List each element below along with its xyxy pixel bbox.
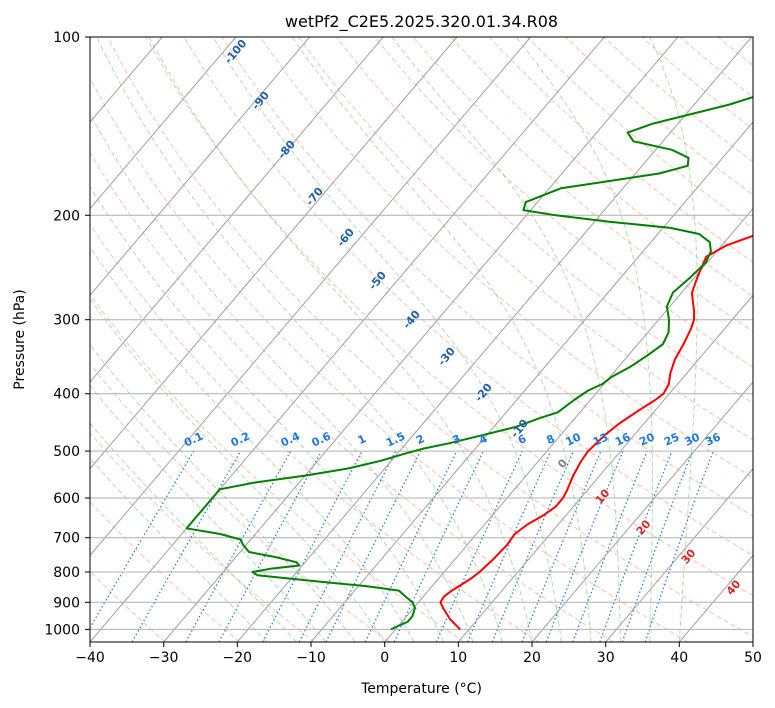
- y-tick-label: 200: [53, 208, 80, 224]
- y-tick-label: 600: [53, 491, 80, 507]
- isotherm-line: [457, 294, 753, 642]
- isotherm-line: [90, 37, 384, 383]
- isotherm-line: [90, 37, 310, 297]
- dry-adiabat-line: [526, 37, 753, 229]
- mixing-ratio-label: 13: [591, 430, 610, 448]
- dry-adiabat-line: [259, 37, 753, 479]
- y-tick-label: 800: [53, 565, 80, 581]
- mixing-ratio-label: 36: [703, 430, 723, 448]
- moist-adiabat-line: [90, 343, 356, 642]
- moist-adiabat-line: [90, 298, 386, 642]
- mixing-ratio-line: [185, 450, 292, 642]
- y-tick-label: 100: [53, 30, 80, 46]
- moist-adiabat-line: [649, 37, 698, 642]
- isotherm-line: [384, 207, 753, 642]
- x-tick-label: −40: [75, 650, 105, 666]
- dry-adiabat-line: [183, 37, 753, 557]
- chart-title: wetPf2_C2E5.2025.320.01.34.R08: [285, 12, 558, 32]
- isotherms: [90, 37, 753, 642]
- moist-adiabat-line: [391, 37, 621, 642]
- mixing-ratio-label: 30: [683, 430, 703, 448]
- dry-adiabat-line: [90, 77, 689, 642]
- y-tick-label: 300: [53, 313, 80, 329]
- x-tick-label: 10: [449, 650, 467, 666]
- dry-adiabat-line: [90, 501, 241, 642]
- isotherm-line: [236, 37, 752, 642]
- mixing-ratio-label: 16: [613, 430, 633, 448]
- dry-adiabat-line: [90, 432, 316, 642]
- moist-adiabat-line: [212, 37, 562, 642]
- plot-frame: [89, 36, 754, 643]
- isotherm-line: [90, 37, 605, 642]
- moist-adiabat-line: [90, 457, 268, 642]
- dry-adiabat-line: [602, 37, 753, 163]
- mixing-ratio-line: [644, 450, 714, 642]
- mixing-ratio-line: [393, 450, 484, 642]
- axes: −40 −30 −20 −10 0 10 20 30 40 50 100 200 300 400 500 60…: [44, 30, 762, 666]
- pressure-gridlines: [90, 37, 753, 630]
- isotherm-line: [752, 641, 753, 642]
- dry-adiabat-line: [488, 37, 753, 263]
- moist-adiabat-line: [515, 37, 653, 642]
- dry-adiabat-line: [564, 37, 753, 196]
- isotherm-line: [90, 37, 458, 470]
- x-tick-label: 0: [380, 650, 389, 666]
- y-tick-label: 400: [53, 387, 80, 403]
- x-tick-label: 20: [523, 650, 541, 666]
- dry-adiabat-line: [412, 37, 753, 333]
- mixing-ratio-line: [491, 450, 575, 642]
- mixing-ratio-line: [325, 450, 422, 642]
- moist-adiabat-line: [90, 185, 445, 642]
- x-tick-label: −20: [223, 650, 253, 666]
- mixing-ratio-label: 20: [637, 430, 657, 448]
- isotherm-line: [163, 37, 679, 642]
- isotherm-line: [531, 381, 753, 642]
- isotherm-line: [605, 467, 753, 642]
- mixing-ratio-line: [131, 450, 242, 642]
- dewpoint-profile-line: [185, 95, 753, 631]
- profile-series: [185, 95, 753, 631]
- mixing-ratio-line: [466, 450, 552, 642]
- y-tick-label: 900: [53, 595, 80, 611]
- dry-adiabat-line: [90, 151, 614, 642]
- y-tick-label: 500: [53, 444, 80, 460]
- mixing-ratio-line: [90, 450, 195, 630]
- x-tick-label: −10: [296, 650, 326, 666]
- mixing-ratio-line: [218, 450, 323, 642]
- moist-adiabat-line: [90, 384, 327, 642]
- plot-area: [90, 37, 753, 642]
- x-tick-label: 50: [744, 650, 762, 666]
- moist-adiabats: [90, 37, 698, 642]
- isotherm-line: [310, 121, 753, 642]
- x-tick-label: 30: [597, 650, 615, 666]
- mixing-ratio-label: 25: [662, 430, 681, 448]
- y-tick-label: 1000: [44, 622, 80, 638]
- x-tick-label: 40: [670, 650, 688, 666]
- dry-adiabat-line: [336, 37, 753, 404]
- mixing-ratio-lines: [90, 450, 714, 642]
- moist-adiabat-line: [148, 37, 533, 642]
- isotherm-line: [90, 37, 237, 210]
- moist-adiabat-line: [96, 37, 503, 642]
- dry-adiabat-line: [221, 37, 753, 517]
- moist-adiabat-line: [291, 37, 592, 642]
- mixing-ratio-line: [621, 450, 693, 642]
- mixing-ratio-line: [435, 450, 523, 642]
- y-tick-label: 700: [53, 531, 80, 547]
- temperature-profile-line: [439, 234, 753, 631]
- dry-adiabat-line: [297, 37, 753, 441]
- moist-adiabat-line: [90, 422, 297, 642]
- dry-adiabat-line: [90, 223, 540, 642]
- x-tick-label: −30: [149, 650, 179, 666]
- moist-adiabat-line: [90, 112, 474, 642]
- isotherm-line: [90, 37, 531, 557]
- mixing-ratio-label: 10: [564, 430, 584, 448]
- dry-adiabat-line: [145, 37, 753, 597]
- mixing-ratio-line: [364, 450, 458, 642]
- y-axis-title: Pressure (hPa): [12, 289, 28, 389]
- x-axis-title: Temperature (°C): [360, 681, 482, 697]
